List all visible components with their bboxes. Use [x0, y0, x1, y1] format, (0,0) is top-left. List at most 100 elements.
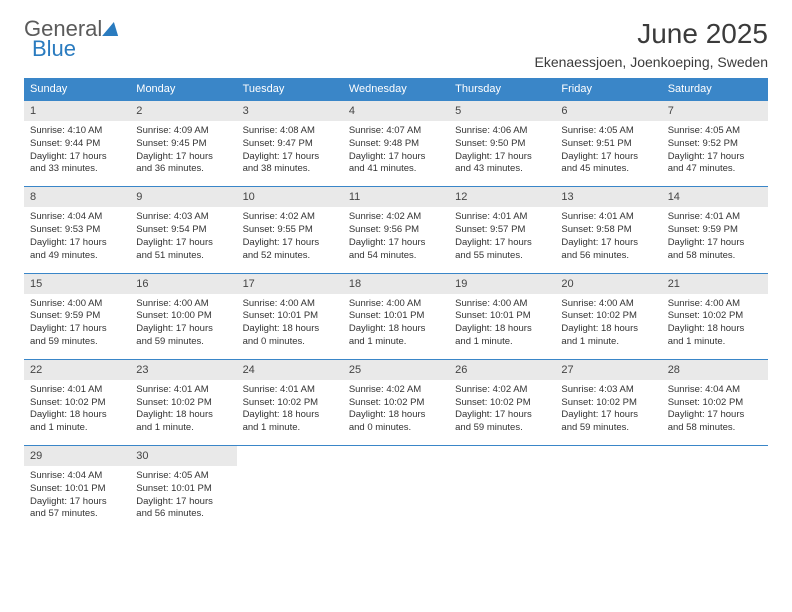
day-d1: Daylight: 18 hours — [349, 323, 443, 336]
day-d1: Daylight: 17 hours — [668, 409, 762, 422]
week-daynum-row: 22232425262728 — [24, 359, 768, 380]
day-d1: Daylight: 17 hours — [349, 151, 443, 164]
day-ss: Sunset: 9:58 PM — [561, 224, 655, 237]
day-sr: Sunrise: 4:01 AM — [668, 211, 762, 224]
day-d2: and 33 minutes. — [30, 163, 124, 176]
day-d2: and 41 minutes. — [349, 163, 443, 176]
day-number-cell — [449, 446, 555, 467]
day-d2: and 45 minutes. — [561, 163, 655, 176]
day-d2: and 36 minutes. — [136, 163, 230, 176]
day-ss: Sunset: 10:02 PM — [668, 310, 762, 323]
day-sr: Sunrise: 4:10 AM — [30, 125, 124, 138]
day-ss: Sunset: 10:02 PM — [30, 397, 124, 410]
day-header: Monday — [130, 78, 236, 101]
day-sr: Sunrise: 4:05 AM — [668, 125, 762, 138]
day-ss: Sunset: 9:48 PM — [349, 138, 443, 151]
day-d2: and 49 minutes. — [30, 250, 124, 263]
day-data-cell: Sunrise: 4:03 AMSunset: 10:02 PMDaylight… — [555, 380, 661, 446]
day-d1: Daylight: 17 hours — [561, 409, 655, 422]
day-data-cell: Sunrise: 4:01 AMSunset: 9:57 PMDaylight:… — [449, 207, 555, 273]
logo: General Blue — [24, 18, 120, 60]
day-number-cell: 15 — [24, 273, 130, 294]
week-daynum-row: 1234567 — [24, 101, 768, 122]
day-ss: Sunset: 10:02 PM — [561, 397, 655, 410]
day-data-cell — [237, 466, 343, 531]
day-sr: Sunrise: 4:01 AM — [561, 211, 655, 224]
day-number-cell: 4 — [343, 101, 449, 122]
day-sr: Sunrise: 4:02 AM — [349, 211, 443, 224]
day-number-cell: 30 — [130, 446, 236, 467]
day-sr: Sunrise: 4:04 AM — [30, 211, 124, 224]
day-sr: Sunrise: 4:01 AM — [243, 384, 337, 397]
day-number-cell: 26 — [449, 359, 555, 380]
day-d2: and 1 minute. — [668, 336, 762, 349]
day-d1: Daylight: 18 hours — [243, 323, 337, 336]
day-number-cell: 5 — [449, 101, 555, 122]
day-ss: Sunset: 9:59 PM — [668, 224, 762, 237]
day-ss: Sunset: 10:02 PM — [668, 397, 762, 410]
day-d2: and 52 minutes. — [243, 250, 337, 263]
logo-word2: Blue — [32, 38, 120, 60]
day-ss: Sunset: 9:52 PM — [668, 138, 762, 151]
day-d2: and 55 minutes. — [455, 250, 549, 263]
day-d2: and 54 minutes. — [349, 250, 443, 263]
day-d1: Daylight: 17 hours — [30, 496, 124, 509]
day-header-row: Sunday Monday Tuesday Wednesday Thursday… — [24, 78, 768, 101]
day-ss: Sunset: 9:50 PM — [455, 138, 549, 151]
day-data-cell: Sunrise: 4:05 AMSunset: 9:51 PMDaylight:… — [555, 121, 661, 187]
day-data-cell: Sunrise: 4:04 AMSunset: 10:01 PMDaylight… — [24, 466, 130, 531]
day-data-cell: Sunrise: 4:01 AMSunset: 10:02 PMDaylight… — [130, 380, 236, 446]
day-number-cell: 27 — [555, 359, 661, 380]
day-sr: Sunrise: 4:01 AM — [136, 384, 230, 397]
day-d2: and 1 minute. — [349, 336, 443, 349]
day-ss: Sunset: 10:01 PM — [136, 483, 230, 496]
day-d2: and 1 minute. — [30, 422, 124, 435]
day-ss: Sunset: 10:02 PM — [561, 310, 655, 323]
day-data-cell — [343, 466, 449, 531]
day-d2: and 1 minute. — [136, 422, 230, 435]
day-d1: Daylight: 17 hours — [243, 151, 337, 164]
day-d1: Daylight: 17 hours — [455, 409, 549, 422]
title-block: June 2025 Ekenaessjoen, Joenkoeping, Swe… — [534, 18, 768, 70]
day-sr: Sunrise: 4:01 AM — [30, 384, 124, 397]
week-data-row: Sunrise: 4:04 AMSunset: 10:01 PMDaylight… — [24, 466, 768, 531]
week-data-row: Sunrise: 4:01 AMSunset: 10:02 PMDaylight… — [24, 380, 768, 446]
day-ss: Sunset: 10:02 PM — [455, 397, 549, 410]
day-sr: Sunrise: 4:00 AM — [243, 298, 337, 311]
day-d1: Daylight: 17 hours — [455, 151, 549, 164]
day-d1: Daylight: 17 hours — [136, 151, 230, 164]
day-d1: Daylight: 17 hours — [455, 237, 549, 250]
day-header: Friday — [555, 78, 661, 101]
day-d2: and 43 minutes. — [455, 163, 549, 176]
day-d2: and 56 minutes. — [136, 508, 230, 521]
day-ss: Sunset: 9:51 PM — [561, 138, 655, 151]
day-ss: Sunset: 9:45 PM — [136, 138, 230, 151]
day-header: Wednesday — [343, 78, 449, 101]
day-header: Thursday — [449, 78, 555, 101]
day-number-cell: 25 — [343, 359, 449, 380]
day-number-cell: 3 — [237, 101, 343, 122]
day-data-cell: Sunrise: 4:02 AMSunset: 10:02 PMDaylight… — [343, 380, 449, 446]
day-number-cell: 13 — [555, 187, 661, 208]
day-ss: Sunset: 10:01 PM — [30, 483, 124, 496]
day-d1: Daylight: 17 hours — [243, 237, 337, 250]
day-d1: Daylight: 18 hours — [668, 323, 762, 336]
day-ss: Sunset: 10:01 PM — [243, 310, 337, 323]
day-sr: Sunrise: 4:06 AM — [455, 125, 549, 138]
day-data-cell: Sunrise: 4:01 AMSunset: 10:02 PMDaylight… — [237, 380, 343, 446]
day-data-cell: Sunrise: 4:08 AMSunset: 9:47 PMDaylight:… — [237, 121, 343, 187]
day-d1: Daylight: 18 hours — [455, 323, 549, 336]
day-ss: Sunset: 10:02 PM — [243, 397, 337, 410]
day-d2: and 56 minutes. — [561, 250, 655, 263]
day-data-cell: Sunrise: 4:05 AMSunset: 9:52 PMDaylight:… — [662, 121, 768, 187]
day-d1: Daylight: 17 hours — [349, 237, 443, 250]
day-ss: Sunset: 9:56 PM — [349, 224, 443, 237]
day-number-cell: 17 — [237, 273, 343, 294]
day-d1: Daylight: 17 hours — [136, 323, 230, 336]
day-ss: Sunset: 10:01 PM — [349, 310, 443, 323]
day-ss: Sunset: 9:53 PM — [30, 224, 124, 237]
day-number-cell: 9 — [130, 187, 236, 208]
day-ss: Sunset: 10:01 PM — [455, 310, 549, 323]
day-sr: Sunrise: 4:00 AM — [561, 298, 655, 311]
day-number-cell: 24 — [237, 359, 343, 380]
